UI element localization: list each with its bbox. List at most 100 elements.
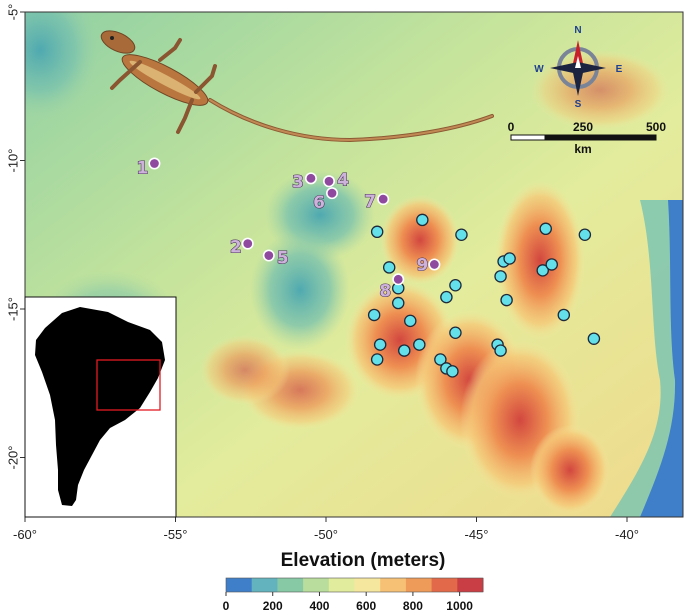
legend-color-swatch	[405, 578, 433, 592]
site-number-label: 4	[337, 170, 349, 190]
legend-color-swatch	[251, 578, 278, 592]
site-number-label: 3	[292, 172, 304, 192]
cyan-site-marker	[382, 261, 396, 274]
south-america-inset	[24, 296, 177, 518]
legend-color-swatch	[354, 578, 381, 592]
y-axis-tick-label: -15°	[6, 297, 21, 321]
scale-label-0: 0	[508, 120, 515, 134]
legend-colorbar-border	[225, 577, 484, 593]
lizard-illustration	[100, 30, 494, 143]
legend-color-swatch	[380, 578, 407, 592]
cyan-site-marker	[391, 296, 405, 310]
terrain-lowland	[25, 12, 100, 120]
compass-e-label: E	[616, 64, 623, 75]
cyan-site-marker	[367, 308, 381, 322]
legend-colorbar	[225, 577, 484, 593]
purple-site-marker	[326, 187, 339, 200]
cyan-site-marker	[449, 278, 462, 292]
scale-label-250: 250	[573, 120, 593, 134]
compass-s-label: S	[575, 99, 582, 110]
cyan-site-marker	[536, 264, 549, 277]
cyan-site-marker	[539, 222, 552, 236]
x-axis-tick-label: -55°	[164, 527, 188, 542]
cyan-site-marker	[404, 314, 417, 328]
cyan-site-marker	[449, 326, 462, 340]
purple-site-marker	[304, 172, 317, 185]
east-arrow	[578, 62, 606, 74]
x-axis-tick-label: -45°	[465, 527, 489, 542]
y-axis-tick-label: -10°	[6, 149, 21, 173]
purple-site-marker	[241, 237, 254, 250]
terrain-highland	[495, 180, 585, 340]
legend-color-swatch	[277, 578, 304, 592]
cyan-site-marker	[494, 270, 507, 283]
cyan-site-marker	[578, 228, 592, 241]
map-border	[24, 11, 684, 518]
purple-site-marker	[377, 193, 390, 206]
compass-n-label: N	[574, 25, 581, 36]
cyan-site-marker	[440, 290, 453, 304]
legend-tick-label: 200	[263, 599, 283, 613]
legend-tick-label: 1000	[446, 599, 473, 613]
legend-color-swatch	[303, 578, 330, 592]
x-axis-tick-label: -60°	[13, 527, 37, 542]
purple-site-marker	[392, 273, 405, 286]
legend-labels: 0 200 400 600 800 1000	[223, 592, 473, 613]
scale-segment-white	[510, 134, 546, 141]
legend-tick-label: 400	[309, 599, 329, 613]
ocean	[640, 200, 683, 517]
purple-site-marker	[428, 258, 441, 271]
cyan-site-marker	[416, 213, 429, 227]
legend-title: Elevation (meters)	[281, 550, 446, 571]
scale-segment-black	[582, 134, 657, 141]
legend-color-swatch	[328, 578, 355, 592]
legend-color-swatch	[431, 578, 458, 592]
purple-site-marker	[262, 249, 275, 262]
cyan-site-marker	[373, 338, 387, 351]
purple-site-marker	[323, 175, 336, 188]
x-axis-tick-label: -40°	[615, 527, 639, 542]
legend-tick-label: 600	[356, 599, 376, 613]
site-number-label: 2	[230, 238, 242, 258]
site-number-label: 6	[313, 193, 325, 213]
axis-ticks: -60° -55° -50° -45° -40° -5° -10° -15° -20°	[6, 4, 640, 542]
scale-label-500: 500	[646, 120, 666, 134]
scale-segment-black	[544, 134, 584, 141]
compass-center-highlight	[575, 56, 581, 68]
legend-color-swatch	[457, 578, 484, 592]
compass-rose: N S W E	[534, 25, 622, 110]
cyan-site-marker	[455, 228, 468, 241]
purple-site-marker	[148, 157, 161, 170]
legend-tick-label: 800	[403, 599, 423, 613]
site-number-label: 8	[379, 281, 391, 301]
terrain-highland	[530, 50, 670, 130]
elevation-legend: Elevation (meters) 0 200 400 600 800 1000	[223, 550, 484, 613]
y-axis-tick-label: -5°	[6, 4, 21, 21]
cyan-site-marker	[370, 225, 384, 239]
legend-tick-label: 0	[223, 599, 230, 613]
cyan-site-marker	[398, 344, 411, 357]
cyan-site-marker	[446, 365, 459, 378]
terrain-coastal-lowland	[610, 200, 683, 517]
site-number-label: 7	[364, 192, 376, 212]
scale-unit-label: km	[574, 142, 591, 156]
south-america-silhouette	[35, 307, 165, 506]
scale-bar: 0 250 500 km	[508, 120, 667, 156]
x-axis-tick-label: -50°	[314, 527, 338, 542]
study-area-box	[96, 359, 161, 411]
terrain-highland	[200, 335, 290, 405]
cyan-site-marker	[557, 308, 571, 322]
cyan-site-marker	[545, 258, 559, 271]
cyan-site-marker	[503, 252, 516, 265]
south-arrow	[572, 68, 584, 96]
study-sites: 1 2 3 4 5 6 7 8 9	[136, 157, 601, 378]
compass-w-label: W	[534, 64, 544, 75]
cyan-site-marker	[587, 332, 601, 345]
site-number-label: 1	[137, 158, 149, 178]
terrain-highland	[530, 425, 610, 515]
site-number-label: 9	[416, 255, 428, 275]
west-arrow	[550, 62, 578, 74]
north-arrow	[572, 40, 584, 68]
terrain-lowland	[250, 230, 350, 350]
